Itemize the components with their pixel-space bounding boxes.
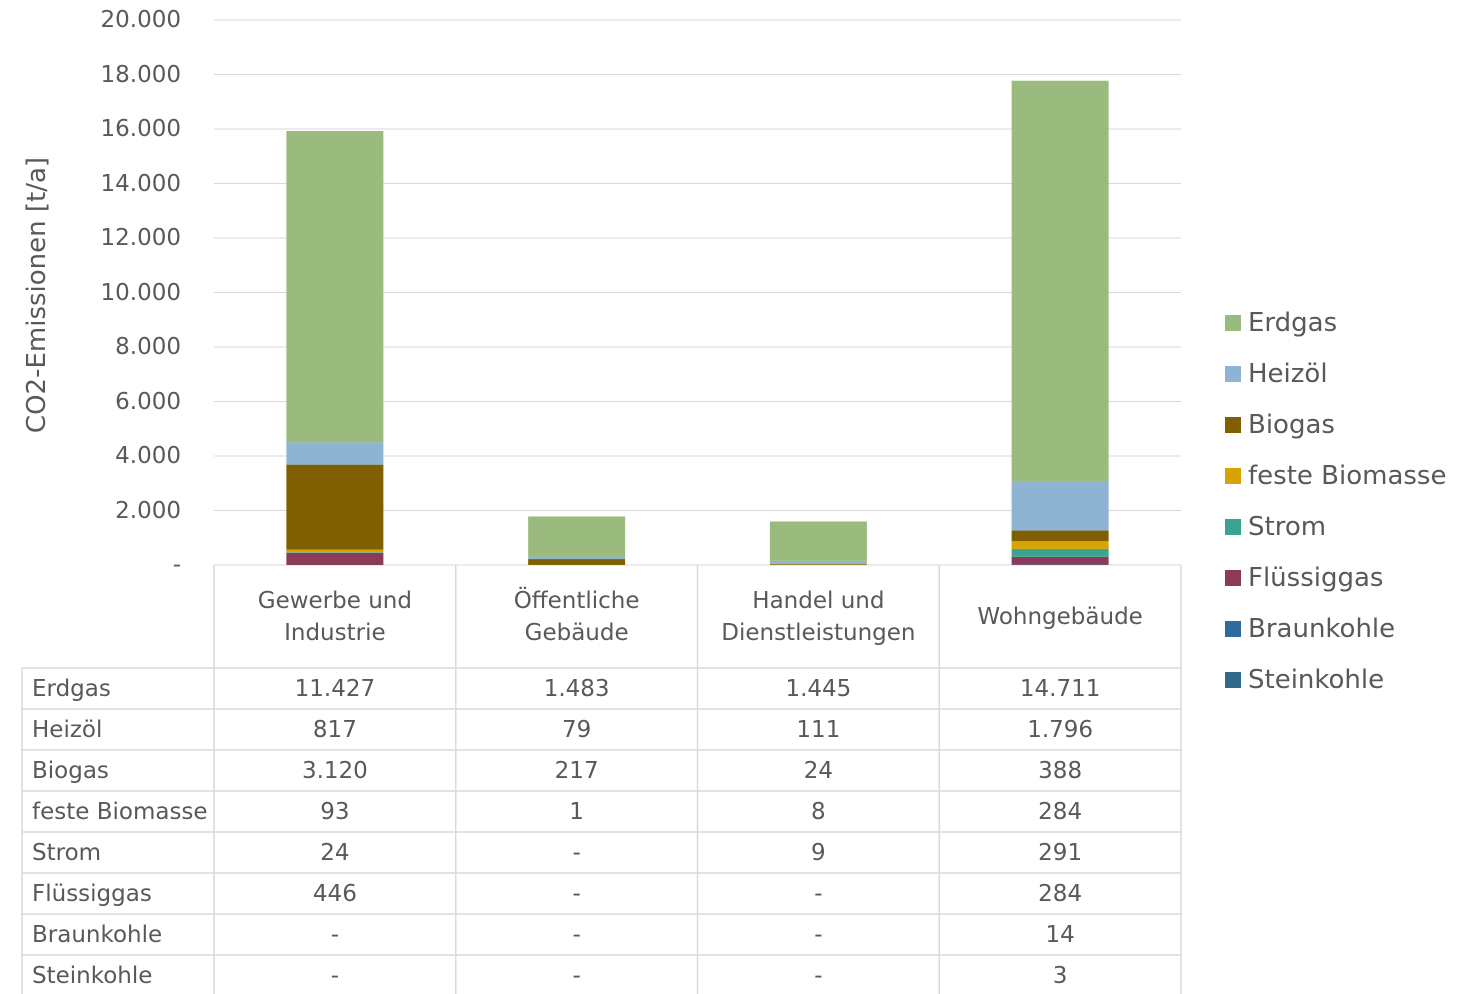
y-tick-label: 20.000: [100, 7, 181, 33]
table-value: -: [330, 921, 340, 948]
bar-segment: [286, 552, 384, 553]
y-tick-label: 2.000: [115, 497, 181, 524]
table-value: -: [330, 962, 340, 989]
bar-segment: [286, 549, 384, 553]
table-value: 79: [561, 716, 592, 743]
y-tick-label: 10.000: [100, 279, 181, 306]
table-value: 11.427: [294, 675, 376, 702]
y-tick-label: 12.000: [100, 225, 181, 251]
bar-segment: [1011, 80, 1109, 482]
table-row-label: Flüssiggas: [32, 880, 152, 907]
bar-segment: [286, 552, 384, 565]
category-label: Öffentliche Gebäude: [513, 587, 640, 646]
bar-segment: [528, 559, 626, 565]
table-value: 1: [569, 798, 584, 825]
bar-segment: [769, 560, 867, 564]
bar-segment: [1011, 530, 1109, 542]
y-axis-title: CO2-Emissionen [t/a]: [22, 156, 52, 434]
legend-label: Biogas: [1248, 410, 1335, 440]
legend-label: feste Biomasse: [1248, 461, 1447, 491]
table-value: 8: [811, 798, 826, 825]
table-value: 291: [1038, 839, 1083, 866]
legend-swatch: [1225, 315, 1241, 331]
table-value: 284: [1038, 798, 1083, 825]
legend-swatch: [1225, 672, 1241, 688]
y-tick-label: 14.000: [100, 170, 181, 197]
table-value: -: [814, 962, 823, 989]
legend-label: Braunkohle: [1248, 614, 1396, 644]
y-tick-label: 6.000: [115, 388, 181, 415]
y-tick-label: 18.000: [100, 61, 181, 88]
category-label: Wohngebäude: [977, 603, 1143, 630]
table-row-label: Biogas: [32, 757, 109, 784]
legend-swatch: [1225, 366, 1241, 382]
table-value: 14.711: [1019, 675, 1101, 702]
table-value: 1.796: [1027, 716, 1094, 743]
bar-segment: [769, 521, 867, 561]
bar-segment: [1011, 541, 1109, 549]
table-row-label: Steinkohle: [32, 962, 153, 989]
bar-segment: [286, 442, 384, 465]
table-value: 1.445: [785, 675, 852, 702]
table-value: -: [814, 921, 823, 948]
bar-segment: [769, 563, 867, 565]
table-value: -: [814, 880, 823, 907]
legend-label: Steinkohle: [1248, 665, 1385, 695]
legend-swatch: [1225, 468, 1241, 484]
y-tick-label: 4.000: [115, 443, 181, 469]
bar-segment: [528, 556, 626, 560]
table-row-label: Heizöl: [32, 716, 103, 743]
table-value: -: [572, 921, 581, 948]
table-value: -: [572, 962, 581, 989]
table-value: 217: [554, 757, 599, 784]
legend-label: Heizöl: [1248, 359, 1328, 389]
table-value: 3: [1052, 962, 1068, 989]
legend-swatch: [1225, 570, 1241, 586]
table-value: 3.120: [301, 757, 368, 784]
legend-swatch: [1225, 621, 1241, 637]
table-value: 817: [312, 716, 357, 743]
table-value: -: [572, 880, 581, 907]
category-label: Handel und Dienstleistungen: [721, 587, 916, 646]
bar-segment: [1011, 481, 1109, 531]
table-row-label: Braunkohle: [32, 921, 163, 948]
y-tick-label: 16.000: [100, 116, 181, 142]
bar-segment: [286, 130, 384, 443]
y-tick-label: 8.000: [115, 334, 181, 360]
legend-label: Erdgas: [1248, 308, 1338, 338]
legend-label: Strom: [1248, 512, 1327, 542]
category-label: Gewerbe und Industrie: [257, 587, 412, 646]
legend-swatch: [1225, 519, 1241, 535]
table-row-label: Erdgas: [32, 675, 111, 702]
bar-segment: [528, 516, 626, 557]
table-value: 446: [312, 880, 357, 907]
table-row-label: Strom: [32, 839, 102, 866]
bar-segment: [1011, 548, 1109, 557]
table-row-label: feste Biomasse: [32, 798, 208, 825]
bar-segment: [286, 464, 384, 550]
table-value: 1.483: [543, 675, 610, 702]
table-value: -: [572, 839, 581, 866]
bar-segment: [1011, 556, 1109, 565]
table-value: 111: [796, 716, 841, 743]
table-value: 284: [1038, 880, 1083, 907]
legend-label: Flüssiggas: [1248, 563, 1384, 593]
table-value: 93: [320, 798, 350, 825]
table-value: 24: [320, 839, 350, 866]
y-tick-label: -: [172, 552, 181, 578]
legend-swatch: [1225, 417, 1241, 433]
table-value: 14: [1045, 921, 1075, 948]
table-value: 24: [803, 757, 834, 784]
table-value: 388: [1038, 757, 1083, 784]
table-value: 9: [811, 839, 826, 866]
